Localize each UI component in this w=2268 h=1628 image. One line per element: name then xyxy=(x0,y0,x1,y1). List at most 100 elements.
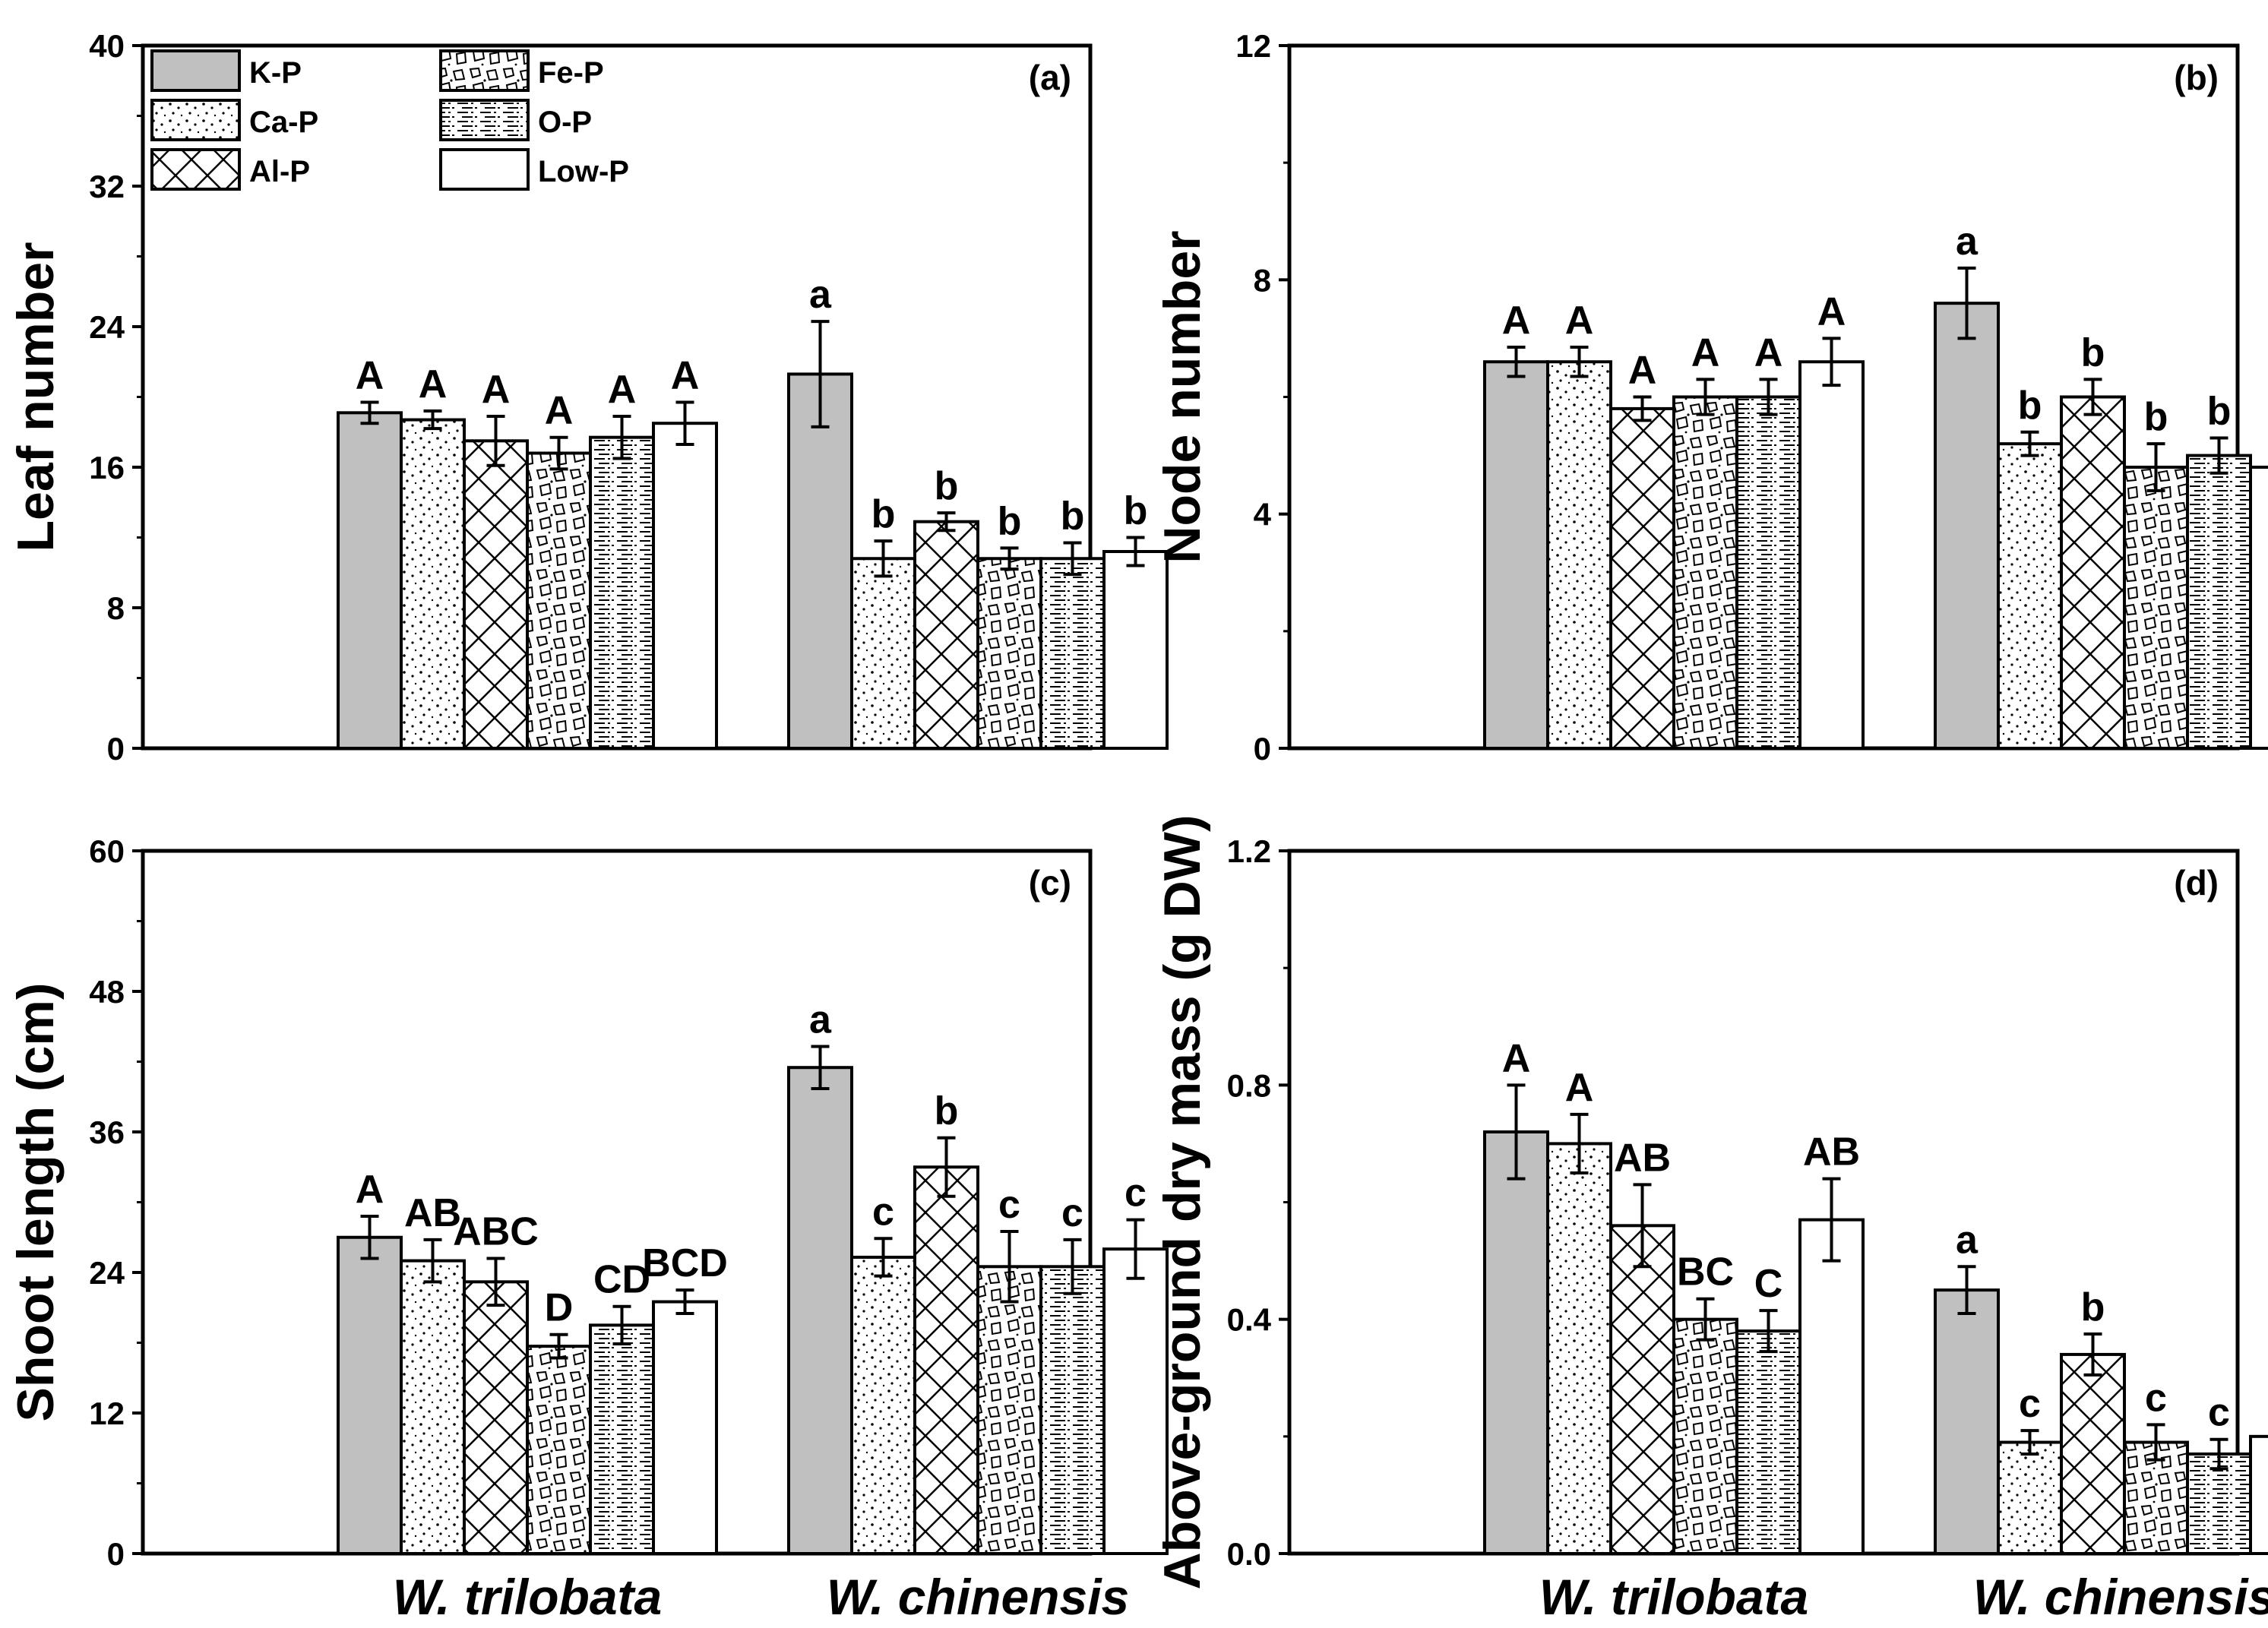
bar-k-p xyxy=(787,372,853,750)
y-tick-label: 1.2 xyxy=(1227,833,1271,869)
bar-al-p xyxy=(463,439,529,750)
y-tick-label: 24 xyxy=(89,309,125,345)
error-bar xyxy=(675,1288,694,1315)
bar-k-p xyxy=(337,411,403,750)
y-tick-label: 8 xyxy=(107,590,125,626)
legend-swatch-o-p xyxy=(439,99,530,141)
bar-al-p xyxy=(2060,1352,2126,1555)
panel-label: (c) xyxy=(1029,863,1071,903)
significance-letter: A xyxy=(545,389,574,433)
significance-letter: A xyxy=(1502,299,1531,343)
bar-o-p xyxy=(589,1323,655,1555)
significance-letter: c xyxy=(998,1183,1020,1227)
x-category-label: W. chinensis xyxy=(827,1569,1130,1625)
error-bar xyxy=(2209,1437,2228,1471)
legend-swatch-low-p xyxy=(439,148,530,191)
bar-ca-p xyxy=(850,557,916,750)
legend-label: Low-P xyxy=(538,155,629,188)
error-bar xyxy=(811,1045,830,1090)
significance-letter: b xyxy=(1061,494,1085,538)
significance-letter: CD xyxy=(593,1258,650,1302)
significance-letter: BCD xyxy=(642,1241,728,1285)
error-bar xyxy=(2146,442,2165,492)
significance-letter: A xyxy=(419,362,448,406)
significance-letter: A xyxy=(1628,349,1657,393)
bar-low-p xyxy=(2249,1434,2268,1556)
error-bar xyxy=(1000,1230,1019,1304)
bar-al-p xyxy=(463,1280,529,1556)
bar-k-p xyxy=(337,1235,403,1555)
significance-letter: C xyxy=(1754,1262,1783,1306)
y-tick-label: 0 xyxy=(107,1536,125,1572)
bar-fe-p xyxy=(526,451,592,750)
legend-swatch-al-p xyxy=(150,148,241,191)
x-category-label: W. chinensis xyxy=(1973,1569,2268,1625)
error-bar xyxy=(1759,1309,1778,1354)
significance-letter: A xyxy=(1691,330,1720,375)
y-tick-label: 48 xyxy=(89,974,125,1010)
significance-letter: a xyxy=(1956,220,1979,264)
error-bar xyxy=(1759,378,1778,416)
error-bar xyxy=(874,1237,893,1278)
error-bar xyxy=(1126,1218,1145,1280)
y-tick-label: 24 xyxy=(89,1255,125,1291)
significance-letter: b xyxy=(1124,489,1148,533)
error-bar xyxy=(549,435,568,471)
significance-letter: AB xyxy=(1614,1136,1671,1180)
significance-letter: AB xyxy=(1803,1130,1860,1174)
error-bar xyxy=(612,1304,631,1346)
significance-letter: A xyxy=(1502,1036,1531,1080)
y-tick-label: 0.0 xyxy=(1227,1536,1271,1572)
significance-letter: b xyxy=(935,1089,959,1133)
error-bar xyxy=(1957,1265,1976,1315)
significance-letter: A xyxy=(356,1168,384,1212)
significance-letter: b xyxy=(998,499,1022,543)
y-tick-label: 40 xyxy=(89,28,125,64)
significance-letter: A xyxy=(1565,1066,1594,1110)
y-axis-label: Node number xyxy=(1153,230,1211,563)
significance-letter: A xyxy=(1565,299,1594,343)
bar-o-p xyxy=(589,435,655,750)
bar-low-p xyxy=(1102,1247,1169,1555)
bar-ca-p xyxy=(400,1259,466,1556)
significance-letter: a xyxy=(809,273,832,317)
error-bar xyxy=(1126,536,1145,567)
bar-k-p xyxy=(787,1066,853,1556)
y-tick-label: 4 xyxy=(1254,497,1272,533)
x-category-label: W. trilobata xyxy=(1539,1569,1808,1625)
significance-letter: A xyxy=(1754,330,1783,375)
error-bar xyxy=(2209,436,2228,475)
error-bar xyxy=(1063,1238,1082,1295)
bar-fe-p xyxy=(976,1265,1042,1555)
error-bar xyxy=(1696,378,1715,416)
significance-letter: b xyxy=(871,492,896,536)
error-bar xyxy=(1570,345,1589,378)
legend-swatch-k-p xyxy=(150,49,241,92)
y-tick-label: 12 xyxy=(89,1396,125,1431)
bar-o-p xyxy=(2186,1452,2252,1556)
y-tick-label: 32 xyxy=(89,169,125,204)
significance-letter: b xyxy=(935,464,959,508)
y-tick-label: 8 xyxy=(1254,262,1271,298)
error-bar xyxy=(937,511,956,533)
bar-ca-p xyxy=(850,1255,916,1556)
error-bar xyxy=(2083,1332,2102,1377)
bar-low-p xyxy=(1798,1218,1865,1555)
error-bar xyxy=(612,414,631,460)
bar-ca-p xyxy=(1546,360,1612,750)
error-bar xyxy=(1507,345,1526,378)
significance-letter: a xyxy=(809,997,832,1042)
error-bar xyxy=(486,1257,505,1307)
bar-o-p xyxy=(1735,1329,1801,1556)
y-tick-label: 16 xyxy=(89,450,125,485)
significance-letter: A xyxy=(356,353,384,397)
error-bar xyxy=(486,414,505,467)
bar-low-p xyxy=(1102,550,1169,750)
significance-letter: c xyxy=(2019,1382,2041,1426)
error-bar xyxy=(1507,1083,1526,1181)
bar-fe-p xyxy=(526,1345,592,1555)
significance-letter: b xyxy=(2081,1285,2105,1329)
